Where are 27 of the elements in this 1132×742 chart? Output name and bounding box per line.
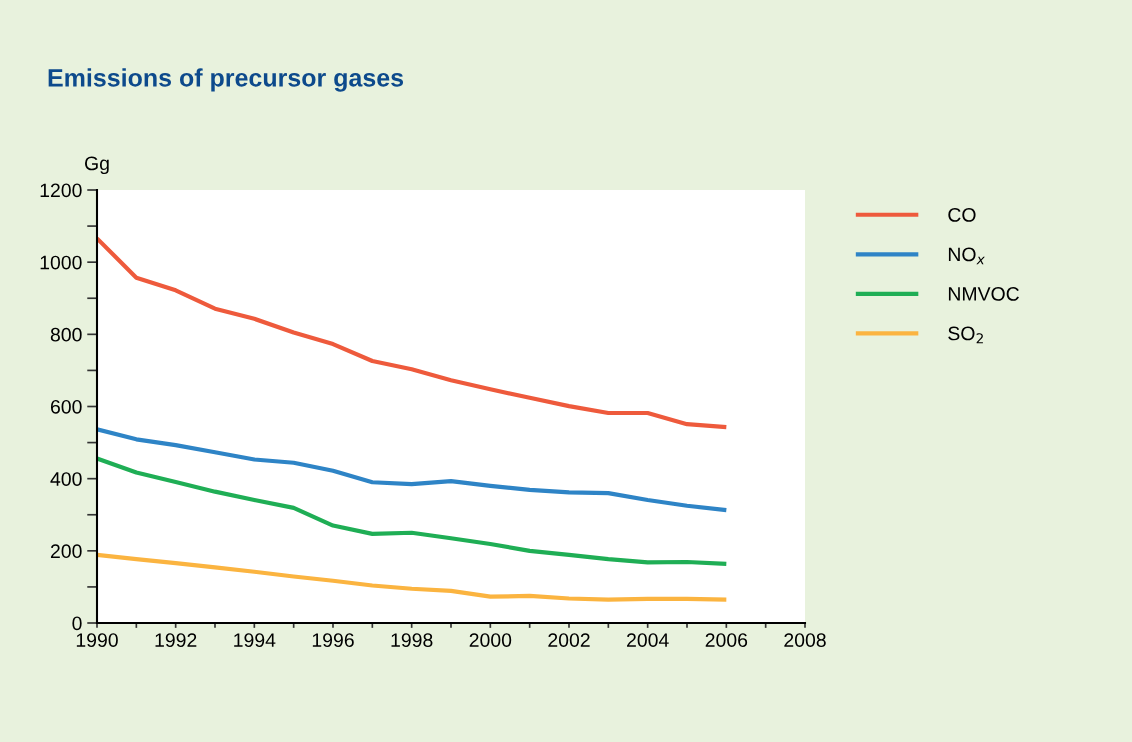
line-series xyxy=(97,552,729,602)
y-tick-label: 400 xyxy=(50,472,82,486)
y-axis-title: Gg xyxy=(85,156,109,175)
legend-label: CO xyxy=(948,208,976,222)
x-tick-label: 2008 xyxy=(784,633,826,647)
y-tick-label: 1000 xyxy=(40,255,82,270)
x-tick-label: 1994 xyxy=(234,633,276,647)
x-tick-label: 1990 xyxy=(76,633,118,647)
x-tick-label: 2004 xyxy=(627,633,669,647)
line-series xyxy=(97,427,729,513)
x-tick-label: 2006 xyxy=(705,633,748,647)
y-tick-label: 1200 xyxy=(40,183,82,198)
y-tick-label: 0 xyxy=(72,616,82,631)
chart-title: Emissions of precursor gases xyxy=(48,68,404,92)
y-tick-label: 200 xyxy=(50,544,82,559)
x-tick-label: 2002 xyxy=(548,633,590,647)
x-tick-label: 1992 xyxy=(155,633,197,647)
legend-label: NMVOC xyxy=(948,287,1019,301)
legend-label: SO$_{2}$ xyxy=(948,326,983,344)
line-series xyxy=(97,236,729,430)
y-tick-label: 800 xyxy=(50,327,82,342)
x-tick-label: 1996 xyxy=(312,633,354,647)
x-tick-label: 2000 xyxy=(469,633,512,647)
y-tick-label: 600 xyxy=(50,399,82,414)
x-tick-label: 1998 xyxy=(391,633,433,647)
line-series xyxy=(97,456,729,566)
legend-label: NO$_{x}$ xyxy=(948,247,985,265)
